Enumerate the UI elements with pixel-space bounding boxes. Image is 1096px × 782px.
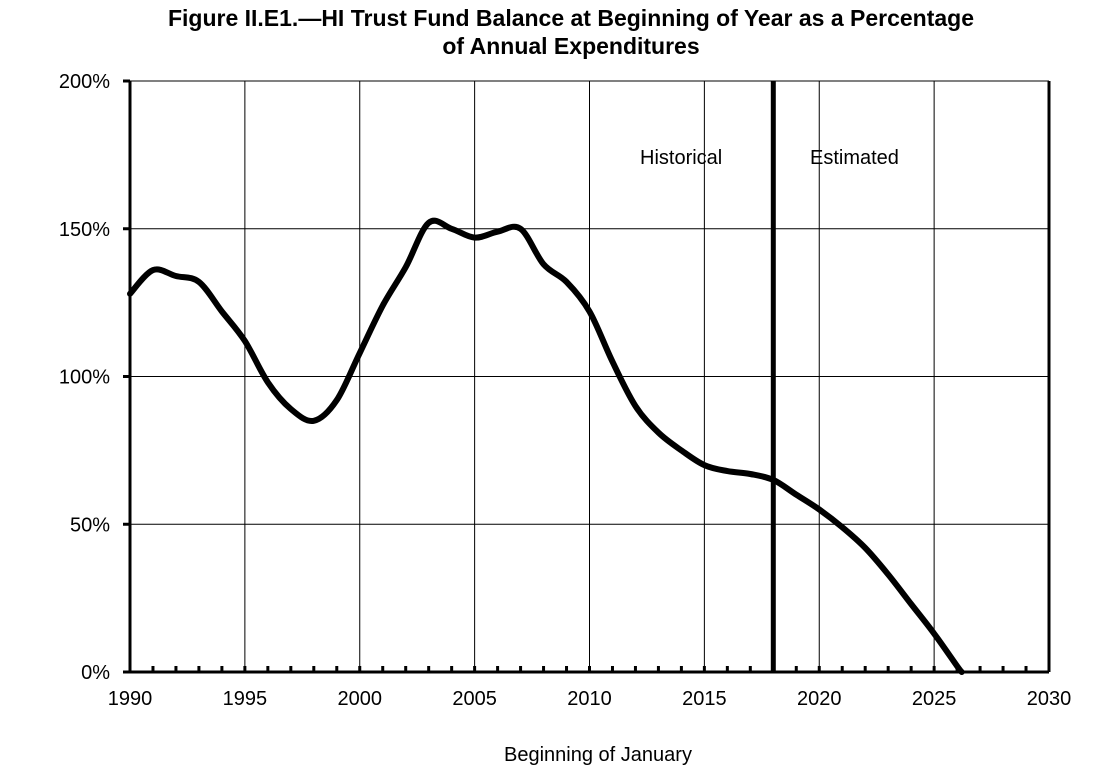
y-tick-label-150: 150%	[59, 219, 110, 241]
x-tick-label-2020: 2020	[797, 688, 842, 710]
y-tick-label-0: 0%	[81, 662, 110, 684]
axis-ticks	[123, 79, 1051, 674]
series-layer	[127, 217, 965, 675]
chart-title: Figure II.E1.—HI Trust Fund Balance at B…	[0, 4, 1096, 60]
x-tick-label-2000: 2000	[338, 688, 383, 710]
axis-tick-labels: 1990 1995 2000 2005 2010 2015 2020 2025 2030 0% 50…	[59, 71, 1071, 710]
y-tick-label-50: 50%	[70, 514, 110, 536]
x-tick-label-1995: 1995	[223, 688, 268, 710]
x-axis-label: Beginning of January	[504, 744, 692, 766]
annotation-estimated: Estimated	[810, 147, 899, 169]
y-tick-label-100: 100%	[59, 367, 110, 389]
x-tick-label-2010: 2010	[567, 688, 612, 710]
x-tick-label-2030: 2030	[1027, 688, 1072, 710]
chart-title-line-1: Figure II.E1.—HI Trust Fund Balance at B…	[167, 5, 975, 31]
series-line-0	[127, 217, 965, 675]
gridlines	[129, 80, 1050, 673]
x-tick-label-2015: 2015	[682, 688, 727, 710]
x-tick-label-1990: 1990	[108, 688, 153, 710]
y-tick-label-200: 200%	[59, 71, 110, 93]
chart-title-line-2: of Annual Expenditures	[442, 33, 700, 59]
x-tick-label-2025: 2025	[912, 688, 957, 710]
x-tick-label-2005: 2005	[452, 688, 497, 710]
annotation-historical: Historical	[640, 147, 722, 169]
